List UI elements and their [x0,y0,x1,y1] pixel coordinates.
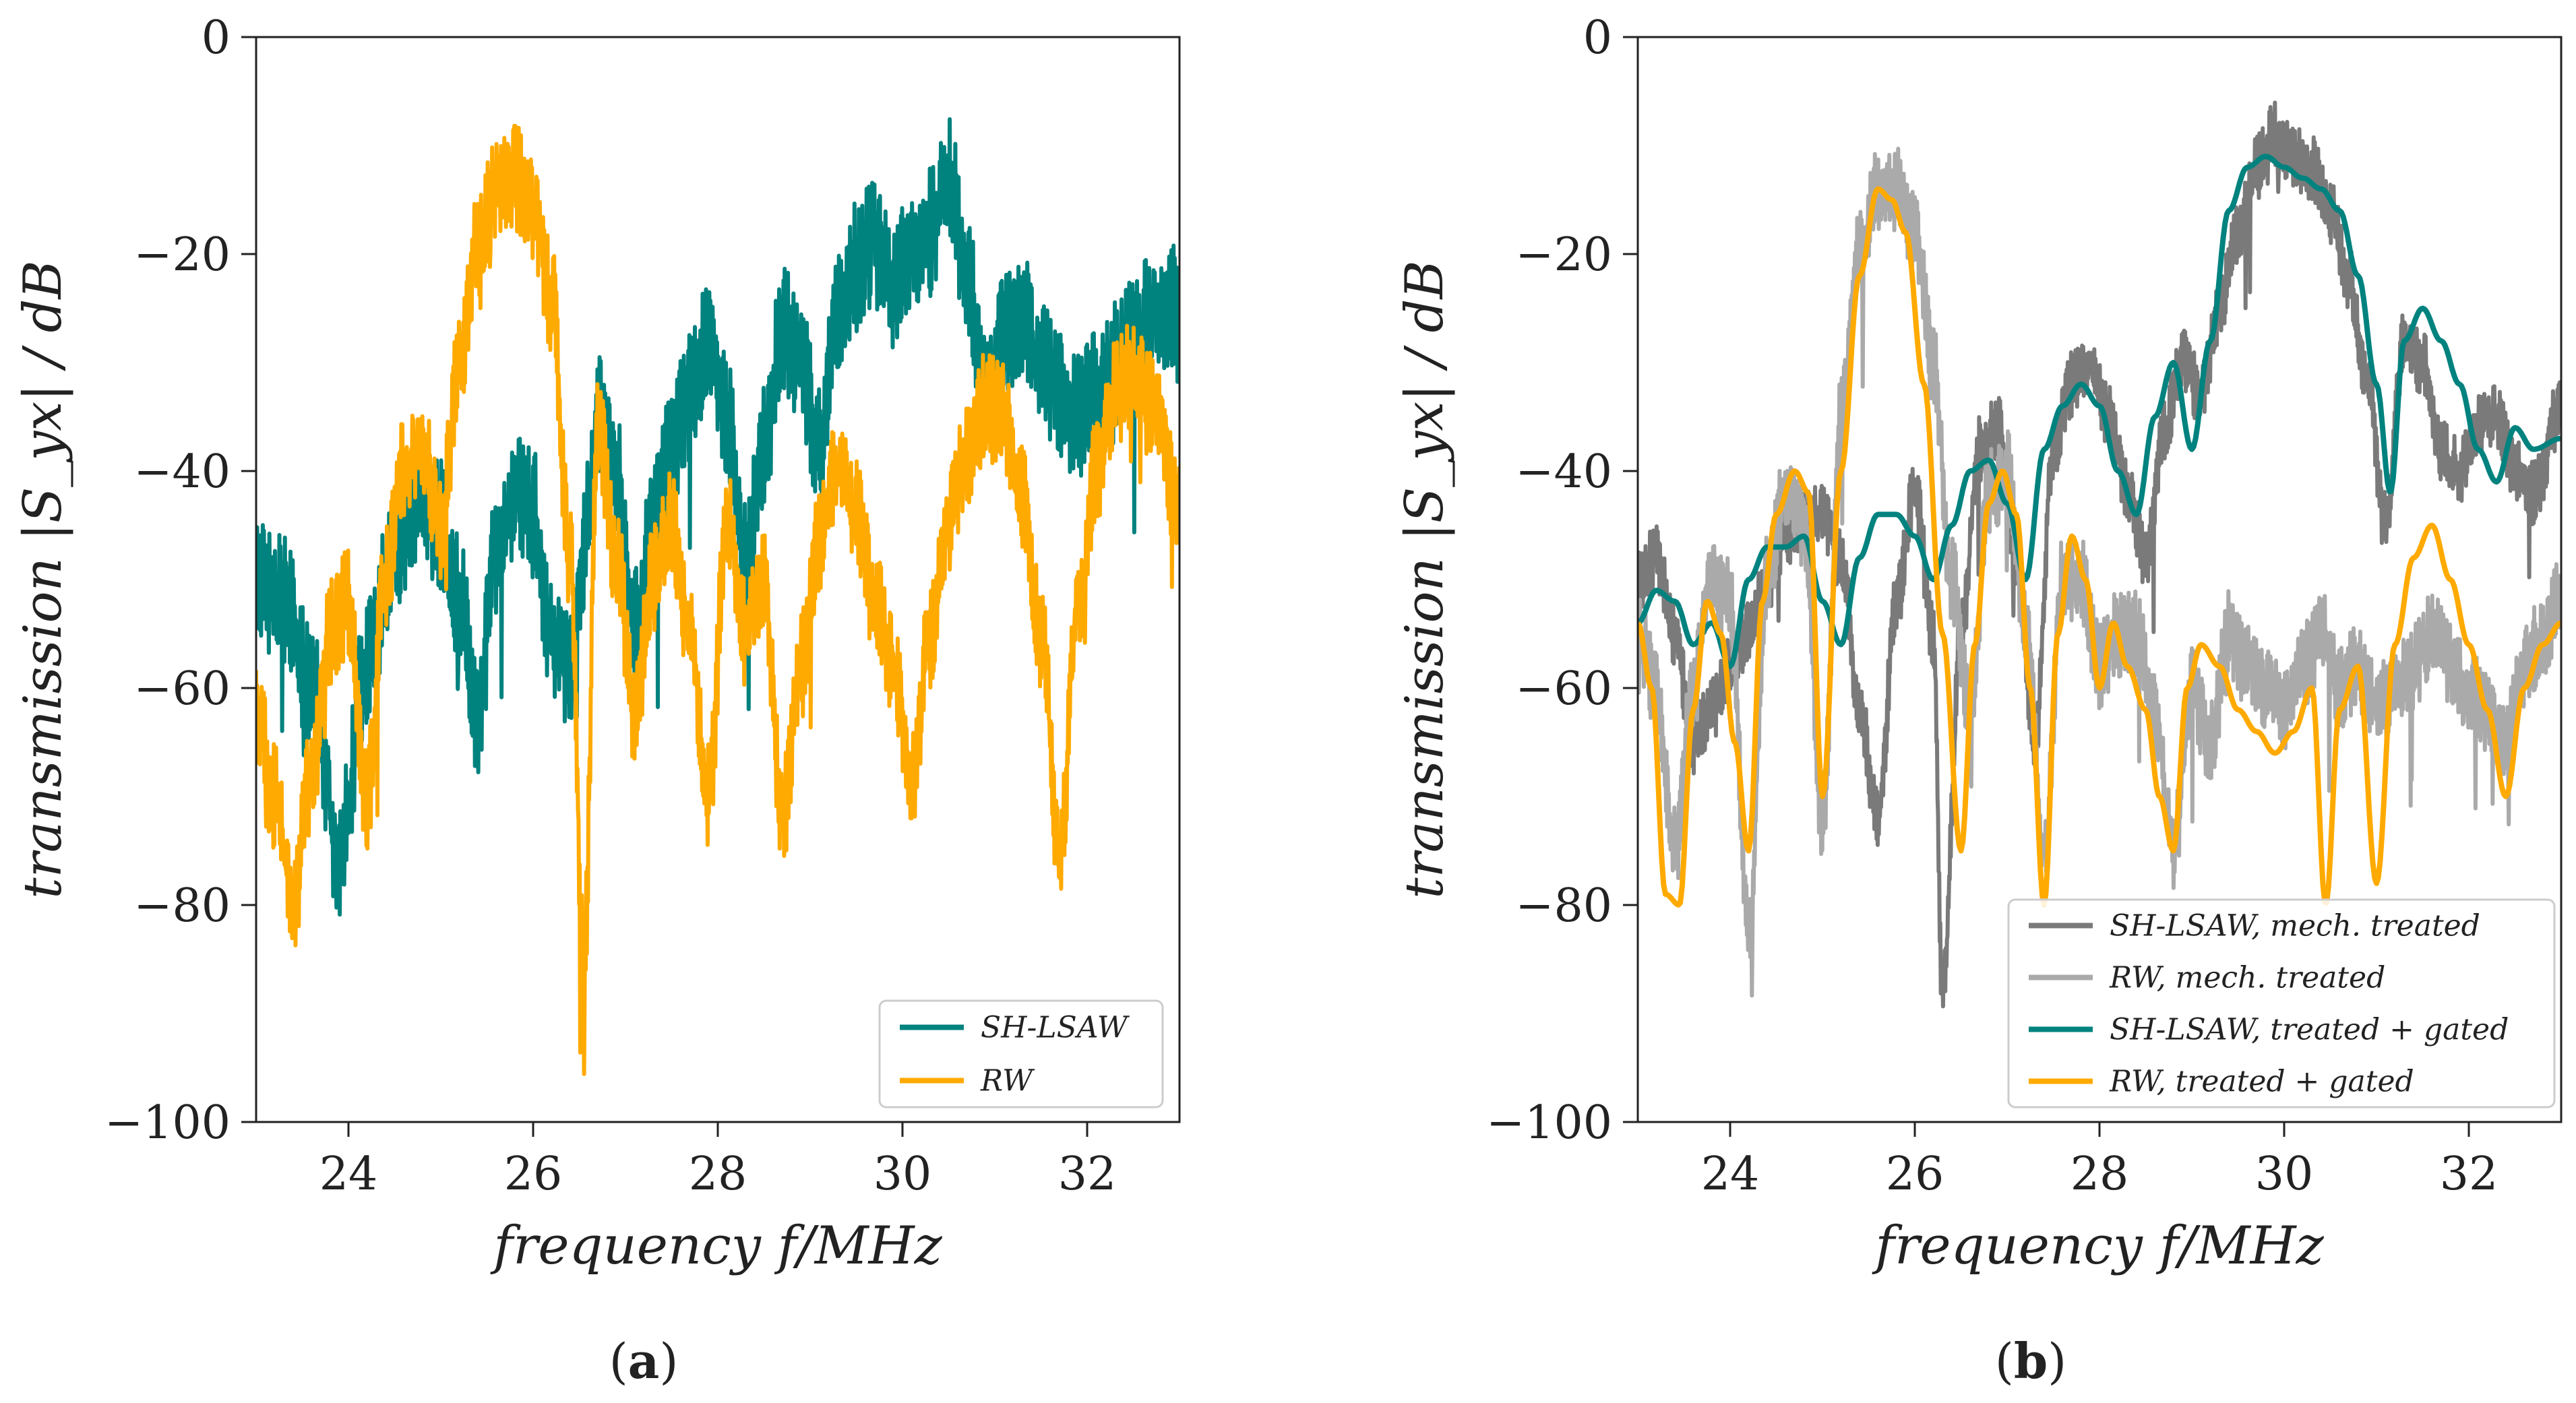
y-tick-label: −20 [133,228,231,282]
y-tick-label: −60 [1515,662,1612,716]
panel-b-label: (b) [1995,1332,2067,1390]
legend-label: RW [980,1064,1035,1098]
series-line-rw [256,123,1179,1076]
panel-b-chart: 24 26 28 30 32 0 −20 −40 −60 −80 −100 frequency f/M… [1394,11,2563,1276]
x-tick-label: 26 [504,1148,563,1201]
y-tick-label: −80 [1515,879,1612,933]
y-tick-label: −40 [133,445,231,499]
y-tick-label: −100 [104,1096,231,1150]
panel-b-letter: b [2014,1332,2048,1390]
x-tick-label: 26 [1886,1148,1944,1201]
legend-label: SH-LSAW [981,1011,1130,1045]
series-line-rw-mech-treated [1638,146,2561,998]
series-line-rw-treated-gated [1638,186,2561,908]
panel-a-chart: 24 26 28 30 32 0 −20 −40 −60 −80 −100 frequency f/M… [13,11,1181,1276]
y-tick-label: −40 [1515,445,1612,499]
series-group [256,117,1179,1076]
y-tick-label: −20 [1515,228,1612,282]
legend: SH-LSAW, mech. treated RW, mech. treated S… [2007,898,2556,1109]
legend-label: SH-LSAW, treated + gated [2110,1013,2509,1047]
x-axis-title: frequency f/MHz [1872,1216,2324,1276]
legend: SH-LSAW RW [878,999,1164,1109]
y-axis-title: transmission |S_yx| / dB [13,260,73,898]
x-tick-label: 24 [1701,1148,1760,1201]
x-tick-label: 30 [873,1148,932,1201]
legend-label: SH-LSAW, mech. treated [2110,909,2480,943]
y-axis-title: transmission |S_yx| / dB [1394,260,1455,898]
legend-label: RW, mech. treated [2109,961,2385,995]
y-tick-label: 0 [202,11,231,65]
x-tick-label: 32 [1058,1148,1117,1201]
panel-a-label: (a) [609,1332,679,1390]
x-tick-label: 32 [2440,1148,2498,1201]
series-group [1638,100,2561,1009]
y-tick-label: −60 [133,662,231,716]
legend-label: RW, treated + gated [2109,1065,2414,1099]
series-line-sh-lsaw-mech-treated [1638,100,2561,1009]
panel-a-letter: a [628,1332,660,1390]
series-line-sh-lsaw-treated-gated [1638,154,2561,669]
x-axis-title: frequency f/MHz [490,1216,942,1276]
y-tick-label: −80 [133,879,231,933]
x-tick-label: 28 [689,1148,747,1201]
y-tick-label: −100 [1486,1096,1612,1150]
x-tick-label: 28 [2071,1148,2129,1201]
legend-box [2007,898,2556,1109]
y-tick-label: 0 [1583,11,1612,65]
x-tick-label: 30 [2255,1148,2314,1201]
x-tick-label: 24 [319,1148,378,1201]
